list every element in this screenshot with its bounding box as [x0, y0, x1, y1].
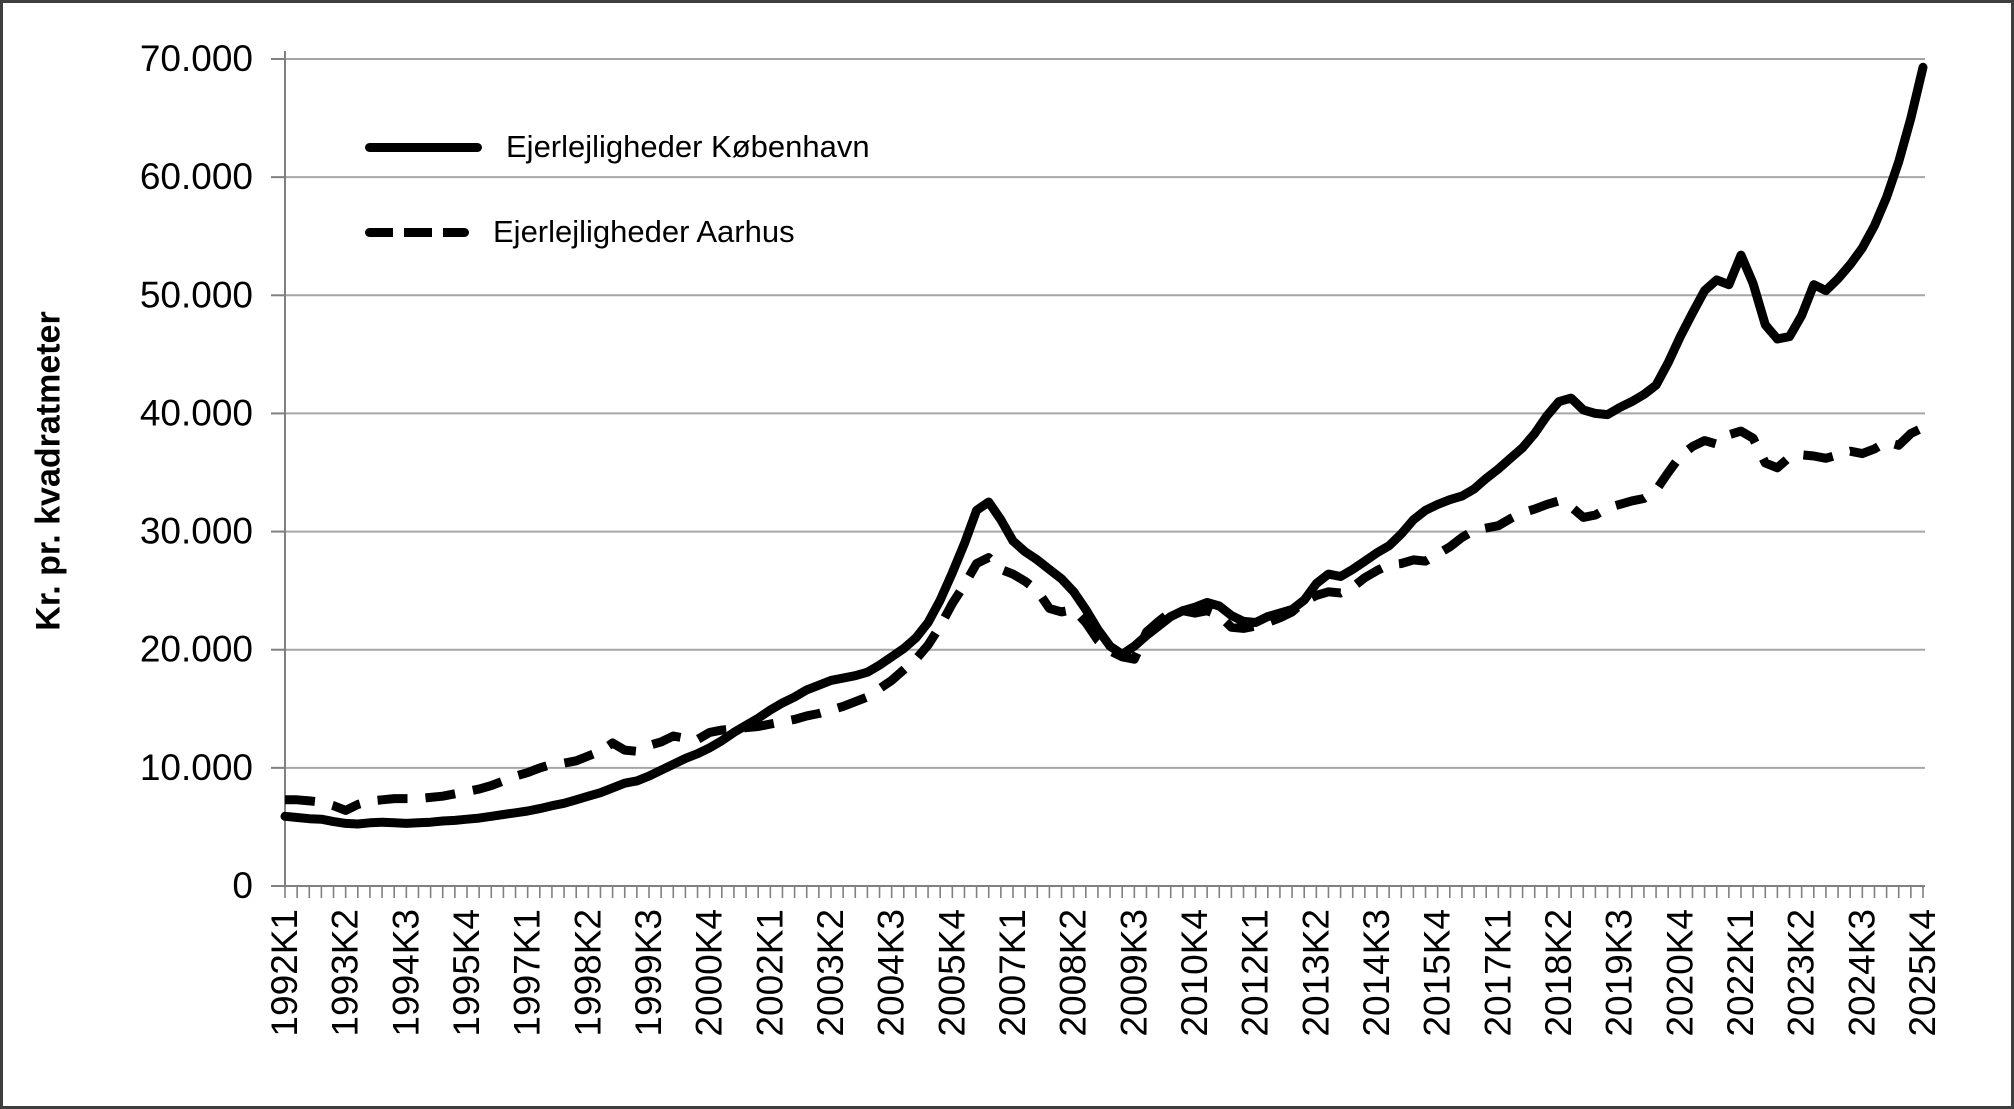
x-ticks	[284, 887, 1924, 898]
x-tick-label: 2017K1	[1477, 909, 1518, 1037]
legend: Ejerlejligheder København Ejerlejlighede…	[365, 123, 870, 293]
x-tick-label: 1997K1	[507, 909, 548, 1037]
legend-item-aarhus: Ejerlejligheder Aarhus	[365, 208, 870, 256]
x-tick-label: 2013K2	[1295, 909, 1336, 1037]
x-tick-label: 1994K3	[385, 909, 426, 1037]
x-tick-label: 2007K1	[992, 909, 1033, 1037]
x-tick-label: 1993K2	[325, 909, 366, 1037]
y-tick-label: 40.000	[140, 392, 253, 433]
kobenhavn-line-sample	[365, 142, 482, 152]
y-axis-title: Kr. pr. kvadratmeter	[29, 311, 68, 631]
y-tick-label: 20.000	[140, 629, 253, 670]
x-tick-label: 2022K1	[1720, 909, 1761, 1037]
y-tick-label: 30.000	[140, 511, 253, 552]
y-tick-label: 60.000	[140, 156, 253, 197]
plot-area: 0 10.000 20.000 30.000 40.000 50.000 60.000 70.…	[140, 38, 1943, 1037]
x-tick-label: 2002K1	[749, 909, 790, 1037]
x-tick-label: 2015K4	[1417, 909, 1458, 1037]
x-tick-label: 2000K4	[689, 909, 730, 1037]
aarhus-line-sample	[365, 227, 469, 237]
x-tick-label: 1999K3	[628, 909, 669, 1037]
x-tick-label: 2005K4	[931, 909, 972, 1037]
x-tick-label: 2020K4	[1659, 909, 1700, 1037]
x-tick-label: 2023K2	[1781, 909, 1822, 1037]
x-tick-label: 2025K4	[1902, 909, 1943, 1037]
axes	[283, 51, 1925, 887]
x-tick-label: 2009K3	[1113, 909, 1154, 1037]
y-tick-label: 70.000	[140, 38, 253, 79]
legend-label-aarhus: Ejerlejligheder Aarhus	[493, 214, 795, 249]
y-tick-label: 50.000	[140, 274, 253, 315]
x-tick-label: 2003K2	[810, 909, 851, 1037]
y-tick-label: 10.000	[140, 747, 253, 788]
x-tick-label: 1995K4	[446, 909, 487, 1037]
x-tick-labels: 1992K1 1993K2 1994K3 1995K4 1997K1 1998K2 1999…	[264, 909, 1943, 1037]
x-tick-label: 2004K3	[871, 909, 912, 1037]
legend-label-kobenhavn: Ejerlejligheder København	[506, 129, 870, 164]
x-tick-label: 2010K4	[1174, 909, 1215, 1037]
x-tick-label: 2008K2	[1053, 909, 1094, 1037]
gridlines	[283, 58, 1925, 769]
y-tick-labels: 0 10.000 20.000 30.000 40.000 50.000 60.000 70.…	[140, 38, 286, 906]
x-tick-label: 1998K2	[567, 909, 608, 1037]
x-tick-label: 2014K3	[1356, 909, 1397, 1037]
y-tick-label: 0	[232, 865, 253, 906]
legend-item-kobenhavn: Ejerlejligheder København	[365, 123, 870, 171]
x-tick-label: 2018K2	[1538, 909, 1579, 1037]
x-tick-label: 2024K3	[1841, 909, 1882, 1037]
x-tick-label: 2012K1	[1235, 909, 1276, 1037]
aarhus-line	[285, 423, 1925, 815]
kobenhavn-line	[280, 62, 1928, 829]
x-tick-label: 2019K3	[1599, 909, 1640, 1037]
x-tick-label: 1992K1	[264, 909, 305, 1037]
